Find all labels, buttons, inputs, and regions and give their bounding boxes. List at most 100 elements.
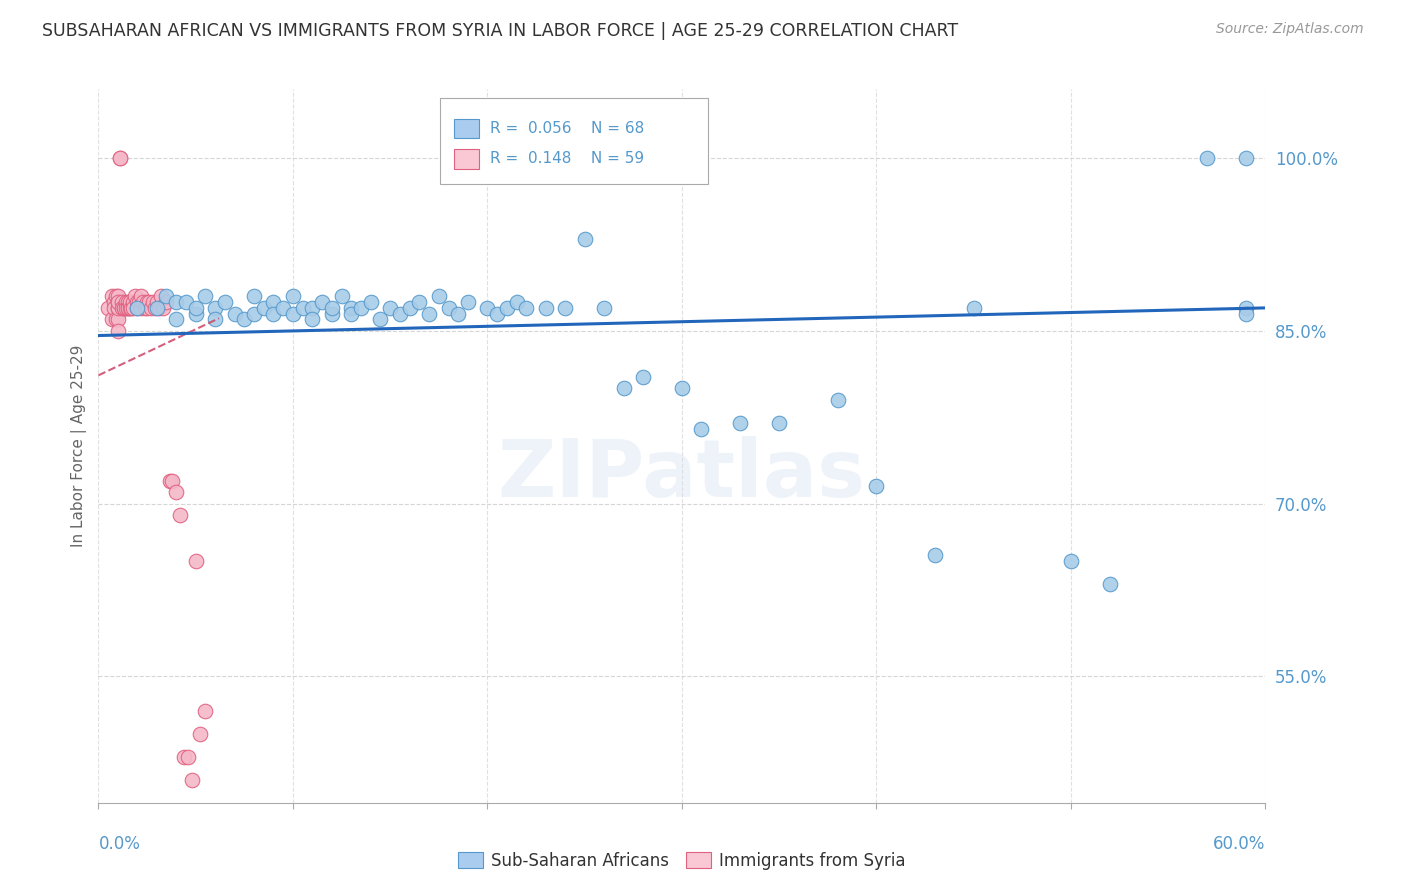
Point (107, 289, 129, 303)
Point (108, 151, 131, 165)
Point (554, 301, 576, 315)
Point (827, 392, 849, 407)
Point (574, 232, 596, 246)
Point (112, 301, 135, 315)
Text: 60.0%: 60.0% (1213, 835, 1265, 853)
Point (350, 301, 373, 315)
Point (281, 307, 304, 321)
Point (107, 301, 129, 315)
Point (1060, 554, 1083, 568)
Point (184, 307, 207, 321)
Point (114, 301, 136, 315)
Point (136, 295, 159, 310)
Point (103, 301, 125, 315)
Point (233, 312, 256, 326)
Point (165, 295, 187, 310)
Point (593, 301, 616, 315)
Point (768, 416, 790, 430)
Point (118, 301, 141, 315)
Point (127, 295, 149, 310)
Point (143, 301, 166, 315)
Point (174, 295, 197, 310)
Point (132, 295, 155, 310)
Point (146, 295, 169, 310)
Point (162, 474, 184, 488)
Point (301, 301, 323, 315)
Text: R =  0.056    N = 68: R = 0.056 N = 68 (491, 121, 645, 136)
Point (136, 301, 159, 315)
Point (101, 312, 124, 326)
Point (534, 301, 557, 315)
Point (1234, 301, 1257, 315)
Point (103, 295, 125, 310)
Point (155, 289, 177, 303)
Y-axis label: In Labor Force | Age 25-29: In Labor Force | Age 25-29 (72, 345, 87, 547)
Point (321, 307, 343, 321)
Point (146, 301, 169, 315)
Point (117, 301, 139, 315)
Point (152, 301, 174, 315)
Point (107, 295, 129, 310)
Point (340, 307, 363, 321)
Point (631, 370, 654, 384)
Point (437, 301, 460, 315)
Point (104, 289, 127, 303)
Point (281, 289, 304, 303)
Point (340, 301, 363, 315)
Text: 0.0%: 0.0% (98, 835, 141, 853)
Point (127, 301, 149, 315)
Point (139, 301, 162, 315)
Point (101, 289, 124, 303)
Point (97, 301, 120, 315)
Point (253, 301, 276, 315)
Point (111, 301, 134, 315)
Point (111, 295, 134, 310)
Point (427, 289, 450, 303)
Point (457, 295, 479, 310)
Point (301, 312, 323, 326)
Point (447, 307, 470, 321)
Text: Source: ZipAtlas.com: Source: ZipAtlas.com (1216, 22, 1364, 37)
Point (613, 381, 636, 395)
Point (418, 307, 440, 321)
Point (204, 312, 226, 326)
Point (159, 474, 181, 488)
Point (188, 727, 211, 741)
Point (107, 324, 129, 338)
Point (107, 312, 129, 326)
Point (107, 301, 129, 315)
Point (408, 295, 430, 310)
Point (1098, 577, 1121, 591)
Point (180, 772, 202, 787)
Point (486, 307, 509, 321)
Point (398, 301, 420, 315)
Point (690, 422, 713, 436)
Point (370, 312, 392, 326)
Point (107, 295, 129, 310)
Point (671, 381, 693, 395)
Point (924, 549, 946, 563)
Point (962, 301, 984, 315)
Point (117, 295, 139, 310)
Point (495, 301, 517, 315)
Point (117, 301, 139, 315)
Point (291, 301, 314, 315)
Point (165, 312, 187, 326)
Point (330, 289, 353, 303)
Point (321, 301, 343, 315)
Point (515, 301, 537, 315)
Point (477, 301, 499, 315)
Point (127, 301, 149, 315)
Point (149, 289, 172, 303)
Point (104, 312, 127, 326)
Point (505, 295, 527, 310)
Legend: Sub-Saharan Africans, Immigrants from Syria: Sub-Saharan Africans, Immigrants from Sy… (451, 846, 912, 877)
Point (165, 485, 187, 500)
Point (134, 301, 156, 315)
Point (1195, 151, 1218, 165)
Point (194, 289, 217, 303)
Point (128, 295, 150, 310)
Point (311, 295, 333, 310)
Point (730, 416, 752, 430)
Point (129, 289, 152, 303)
